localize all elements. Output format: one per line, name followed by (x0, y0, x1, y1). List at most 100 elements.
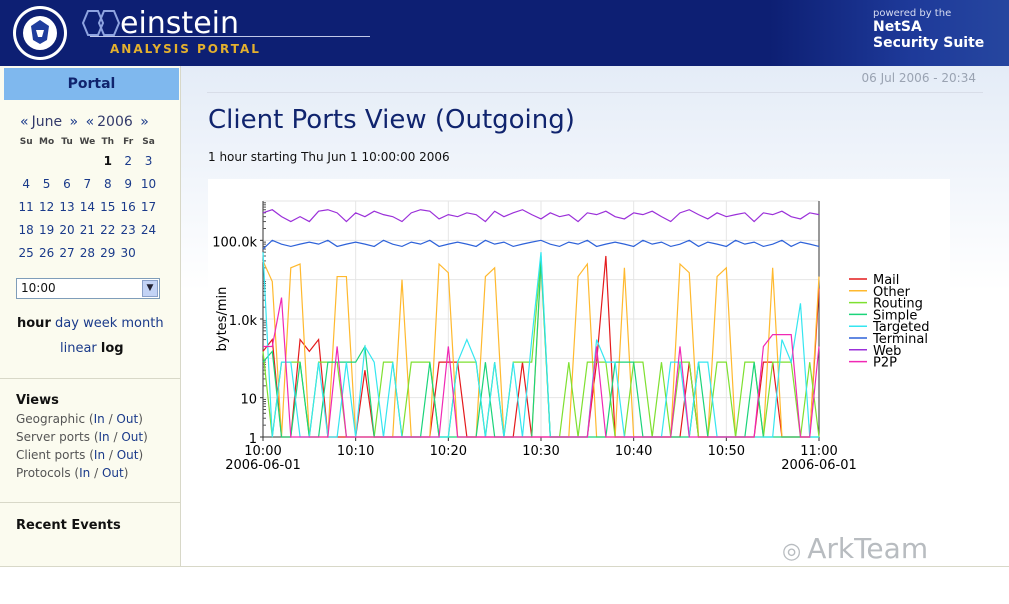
view-out-link[interactable]: Out (116, 448, 139, 462)
chevron-down-icon[interactable]: ▼ (142, 280, 158, 297)
calendar-day[interactable]: 9 (124, 176, 132, 191)
calendar-day[interactable]: 2 (124, 153, 132, 168)
calendar-empty-cell (16, 149, 36, 172)
calendar-week-row: 25 26 27 28 29 30 (16, 241, 159, 264)
calendar-year: 2006 (97, 114, 133, 130)
watermark: ◎ ArkTeam (782, 532, 928, 565)
weekday-label: Fr (123, 136, 134, 147)
view-out-link[interactable]: Out (101, 466, 124, 480)
calendar-day[interactable]: 3 (144, 153, 153, 168)
scale-log[interactable]: log (100, 341, 124, 356)
traffic-chart: 1 10 1.0k 100.0k bytes/min 10:00 10:10 10:20 10:… (208, 179, 950, 475)
calendar-day[interactable]: 5 (42, 176, 51, 191)
header-divider (207, 92, 983, 93)
calendar-day[interactable]: 29 (100, 245, 116, 260)
view-in-link[interactable]: In (93, 412, 105, 426)
next-year-link[interactable]: » (140, 114, 149, 130)
x-tick-label: 10:10 (337, 444, 374, 459)
logo-name: einstein (120, 6, 240, 41)
wechat-icon: ◎ (782, 539, 802, 564)
calendar-day[interactable]: 1 (103, 153, 112, 168)
calendar-day[interactable]: 21 (79, 222, 95, 237)
datestamp: 06 Jul 2006 - 20:34 (861, 71, 976, 85)
calendar-day[interactable]: 16 (120, 199, 136, 214)
calendar-day[interactable]: 13 (59, 199, 75, 214)
next-month-link[interactable]: » (69, 114, 79, 130)
view-in-link[interactable]: In (93, 448, 106, 462)
sidebar-divider (0, 378, 180, 379)
calendar-day[interactable]: 8 (103, 176, 112, 191)
calendar-day[interactable]: 22 (100, 222, 116, 237)
resolution-hour[interactable]: hour (17, 316, 51, 331)
calendar-grid: Su Mo Tu We Th Fr Sa 1 2 3 4 5 6 7 8 9 10 11 12 13 14… (16, 134, 159, 264)
dhs-seal-icon (13, 6, 67, 60)
calendar-day[interactable]: 11 (18, 199, 34, 214)
x-tick-label: 10:30 (522, 444, 559, 459)
weekday-label: Th (101, 136, 115, 147)
time-select-value: 10:00 (21, 281, 56, 295)
hex-logo-icon (81, 10, 121, 36)
calendar-day[interactable]: 18 (18, 222, 34, 237)
weekday-label: Mo (39, 136, 55, 147)
calendar-day[interactable]: 14 (79, 199, 95, 214)
calendar-day[interactable]: 20 (59, 222, 75, 237)
legend-label: Routing (873, 297, 923, 312)
y-axis-label: bytes/min (215, 287, 230, 352)
calendar-header: «June » «2006 » (20, 114, 152, 130)
watermark-text: ArkTeam (807, 532, 929, 565)
view-item-server-ports: Server ports (In / Out) (16, 430, 148, 444)
portal-tab[interactable]: Portal (4, 68, 179, 100)
resolution-links: hour day week month (17, 316, 164, 331)
powered-by: powered by the NetSA Security Suite (873, 8, 985, 51)
calendar-day[interactable]: 7 (83, 176, 92, 191)
view-in-link[interactable]: In (98, 430, 110, 444)
calendar-day[interactable]: 12 (38, 199, 55, 214)
resolution-week[interactable]: week (83, 316, 118, 331)
calendar-day[interactable]: 17 (140, 199, 157, 214)
calendar-month: June (31, 114, 63, 130)
y-tick-label: 1.0k (229, 314, 258, 329)
views-title: Views (16, 393, 59, 408)
calendar-week-row: 18 19 20 21 22 23 24 (16, 218, 159, 241)
calendar-empty-cell (57, 149, 77, 172)
footer-band (0, 566, 1009, 604)
calendar-week-row: 11 12 13 14 15 16 17 (16, 195, 159, 218)
x-end-date: 2006-06-01 (781, 458, 857, 473)
calendar-day[interactable]: 27 (59, 245, 75, 260)
view-out-link[interactable]: Out (121, 430, 144, 444)
calendar-day[interactable]: 26 (38, 245, 55, 260)
resolution-month[interactable]: month (121, 316, 164, 331)
app-header: einstein ANALYSIS PORTAL powered by the … (0, 0, 1009, 66)
calendar-day[interactable]: 19 (38, 222, 55, 237)
calendar-day[interactable]: 28 (79, 245, 95, 260)
calendar-empty-cell (138, 241, 158, 264)
calendar-day[interactable]: 4 (22, 176, 31, 191)
calendar-day[interactable]: 23 (120, 222, 136, 237)
scale-linear[interactable]: linear (60, 341, 97, 356)
view-out-link[interactable]: Out (116, 412, 139, 426)
calendar-day[interactable]: 30 (120, 245, 136, 260)
x-tick-label: 10:50 (708, 444, 745, 459)
resolution-day[interactable]: day (55, 316, 79, 331)
prev-year-link[interactable]: « (85, 114, 95, 130)
logo-subtitle: ANALYSIS PORTAL (110, 42, 261, 56)
view-label: Server ports (16, 430, 91, 444)
calendar-day[interactable]: 10 (140, 176, 157, 191)
calendar-day[interactable]: 15 (100, 199, 116, 214)
calendar-empty-cell (77, 149, 97, 172)
series-line-terminal (262, 239, 820, 250)
view-label: Protocols (16, 466, 71, 480)
weekday-label: Sa (142, 136, 155, 147)
x-start-date: 2006-06-01 (225, 458, 301, 473)
calendar-day[interactable]: 6 (63, 176, 71, 191)
calendar-day[interactable]: 25 (18, 245, 34, 260)
time-select[interactable]: 10:00 ▼ (16, 278, 160, 299)
legend-label: Mail (873, 273, 899, 288)
legend-label: P2P (873, 356, 897, 371)
calendar-empty-cell (36, 149, 56, 172)
prev-month-link[interactable]: « (20, 114, 29, 130)
calendar-day[interactable]: 24 (140, 222, 157, 237)
page-subtitle: 1 hour starting Thu Jun 1 10:00:00 2006 (208, 150, 450, 164)
view-in-link[interactable]: In (79, 466, 91, 480)
y-tick-label: 100.0k (212, 235, 257, 250)
